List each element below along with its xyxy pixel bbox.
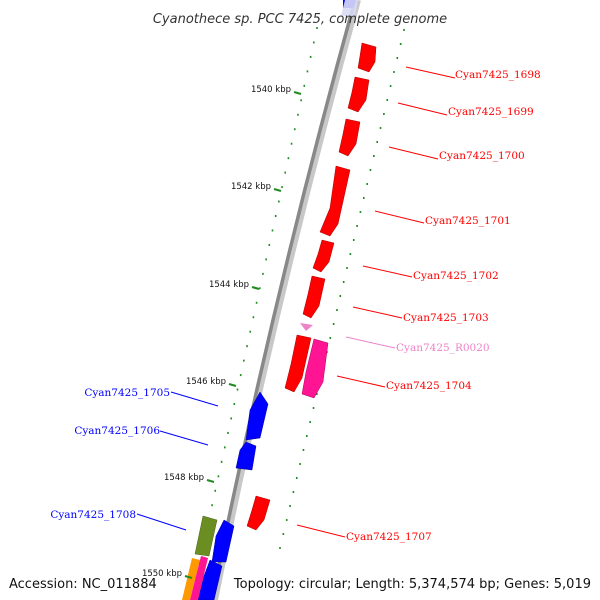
gene-labels: Cyan7425_1698 Cyan7425_1699 Cyan7425_1700 C…: [50, 66, 541, 543]
accession-label: Accession: NC_011884: [9, 577, 157, 592]
gene-label[interactable]: Cyan7425_1701: [425, 215, 511, 227]
scale-labels: 1540 kbp 1542 kbp 1544 kbp 1546 kbp 1548 kbp…: [142, 85, 302, 580]
gene-label[interactable]: Cyan7425_1705: [84, 387, 170, 399]
gene-arrow-cyan7425-1703[interactable]: [302, 275, 326, 319]
gene-label[interactable]: Cyan7425_1704: [386, 380, 472, 392]
gene-leader-line: [397, 102, 448, 116]
gene-leader-line: [405, 66, 456, 79]
gene-arrow-cyan7425-1704-a[interactable]: [284, 334, 312, 393]
scale-label: 1550 kbp: [142, 569, 182, 579]
gene-arrow-cyan7425-1708[interactable]: [211, 519, 235, 563]
gene-label[interactable]: Cyan7425_1707: [346, 531, 432, 543]
gene-label[interactable]: Cyan7425_1708: [50, 509, 136, 521]
scale-label: 1546 kbp: [186, 377, 226, 387]
scale-label: 1542 kbp: [231, 182, 271, 192]
major-tick: [251, 285, 260, 291]
gene-arrow-cyan7425-1702[interactable]: [312, 239, 335, 273]
gene-leader-line: [336, 375, 386, 388]
gene-leader-line: [136, 513, 187, 531]
major-tick: [273, 187, 282, 193]
gene-leader-line: [388, 146, 439, 160]
major-tick: [206, 478, 215, 484]
gene-leader-line: [374, 210, 425, 224]
outer-tick-marks: [279, 29, 405, 549]
gene-leader-line: [170, 391, 219, 407]
gene-leader-line: [159, 430, 209, 446]
major-tick: [228, 382, 237, 388]
backbone-line: [210, 0, 357, 600]
gene-arrow-cyan7425-1706[interactable]: [235, 441, 257, 471]
gene-arrow-cyan7425-1698[interactable]: [357, 42, 377, 73]
gene-arrow-cyan7425-1705[interactable]: [245, 391, 269, 441]
olive-feature[interactable]: [194, 515, 218, 557]
orange-feature[interactable]: [182, 558, 200, 600]
genome-title: Cyanothece sp. PCC 7425, complete genome: [153, 12, 447, 27]
gene-leader-line: [362, 265, 413, 278]
gene-arrow-cyan7425-1704-b[interactable]: [301, 338, 329, 399]
gene-arrow-cyan7425-1701[interactable]: [319, 165, 351, 237]
gene-leader-line: [345, 336, 396, 349]
scale-label: 1544 kbp: [209, 280, 249, 290]
major-tick: [293, 90, 302, 96]
gene-arrow-cyan7425-1700[interactable]: [338, 118, 361, 157]
topology-label: Topology: circular; Length: 5,374,574 bp…: [233, 577, 591, 592]
gene-label[interactable]: Cyan7425_1702: [413, 270, 499, 282]
gene-label[interactable]: Cyan7425_1698: [455, 69, 541, 81]
gene-arrow-cyan7425-1699[interactable]: [347, 76, 370, 113]
gene-arrow-bottom-reverse[interactable]: [197, 559, 223, 600]
gene-label[interactable]: Cyan7425_1699: [448, 106, 534, 118]
scale-label: 1548 kbp: [164, 473, 204, 483]
gene-label[interactable]: Cyan7425_R0020: [396, 342, 490, 354]
gene-arrow-cyan7425-1707[interactable]: [246, 495, 271, 531]
gene-label[interactable]: Cyan7425_1700: [439, 150, 525, 162]
gene-leader-line: [296, 524, 346, 538]
gene-arrow-cyan7425-r0020[interactable]: [300, 323, 313, 331]
gene-arrow-top-reverse-shadow: [341, 0, 358, 16]
reverse-genes: [182, 0, 358, 600]
forward-genes: [246, 42, 377, 531]
pink-feature[interactable]: [190, 556, 208, 600]
gene-label[interactable]: Cyan7425_1703: [403, 312, 489, 324]
gene-leader-line: [352, 306, 403, 319]
gene-label[interactable]: Cyan7425_1706: [74, 425, 160, 437]
major-tick: [184, 574, 193, 580]
scale-label: 1540 kbp: [251, 85, 291, 95]
backbone-shadow: [212, 0, 361, 600]
